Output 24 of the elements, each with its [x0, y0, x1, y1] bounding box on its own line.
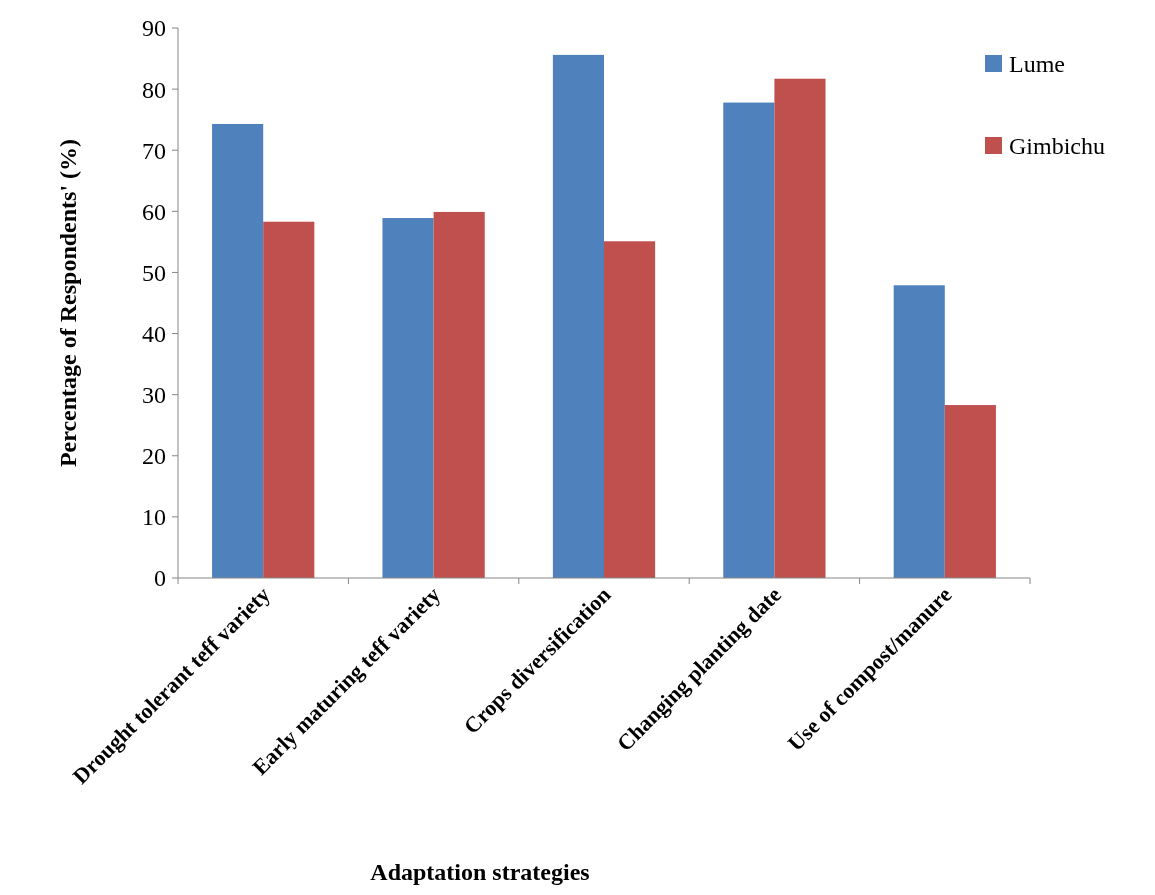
bar	[723, 102, 775, 578]
y-tick-label: 30	[142, 382, 166, 409]
bar	[212, 123, 264, 578]
bar	[604, 241, 656, 578]
y-tick-label: 60	[142, 198, 166, 225]
bar	[552, 54, 604, 578]
y-tick-label: 0	[154, 565, 166, 592]
bar	[263, 221, 315, 578]
x-axis-title: Adaptation strategies	[370, 859, 590, 885]
y-tick-label: 70	[142, 137, 166, 164]
y-tick-label: 20	[142, 443, 166, 470]
legend-label: Gimbichu	[1009, 133, 1105, 160]
bar	[433, 211, 485, 578]
bar	[893, 285, 945, 578]
y-tick-label: 50	[142, 259, 166, 286]
y-tick-label: 80	[142, 76, 166, 103]
bar	[774, 78, 826, 578]
y-tick-label: 90	[142, 15, 166, 42]
y-axis-title: Percentage of Respondents' (%)	[55, 138, 81, 468]
y-tick-label: 10	[142, 504, 166, 531]
legend-label: Lume	[1009, 51, 1065, 78]
bar	[382, 218, 434, 578]
y-tick-label: 40	[142, 320, 166, 347]
bar	[944, 405, 996, 578]
